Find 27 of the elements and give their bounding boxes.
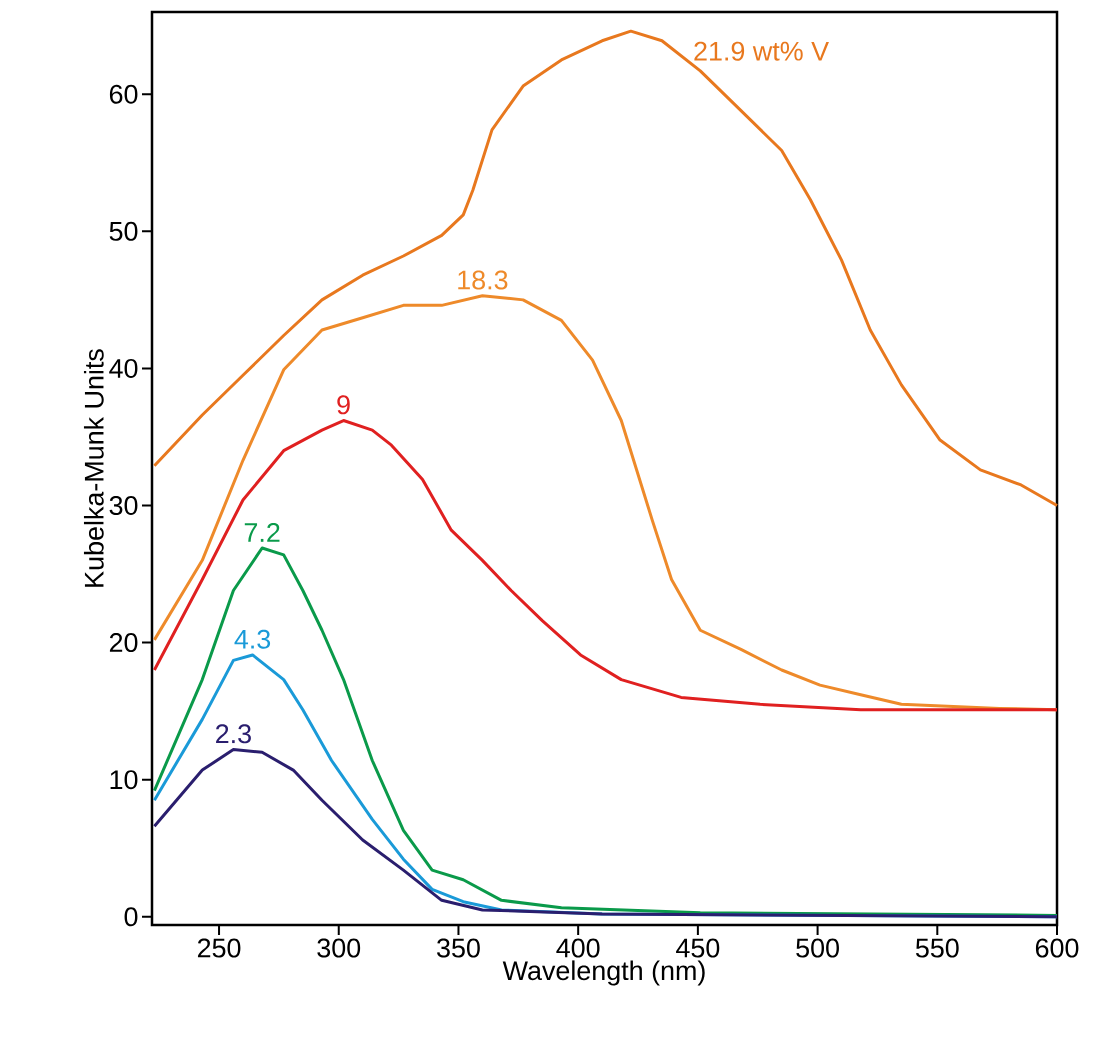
y-axis-title: Kubelka-Munk Units <box>83 349 104 587</box>
x-tick-label: 350 <box>437 938 480 958</box>
line-series <box>152 748 1059 919</box>
series-label: 9 <box>337 395 350 415</box>
line-series <box>152 29 1059 508</box>
line-series <box>152 546 1059 917</box>
y-tick-label: 20 <box>109 633 138 653</box>
y-tick-label: 30 <box>109 495 138 516</box>
x-axis-title: Wavelength (nm) <box>502 960 705 986</box>
series-label: 7.2 <box>244 523 280 542</box>
series-label: 2.3 <box>216 724 251 744</box>
series-label: 21.9 wt% V <box>694 41 829 61</box>
y-tick-label: 0 <box>124 907 138 927</box>
series-label: 18.3 <box>458 270 508 290</box>
line-series <box>152 419 1059 712</box>
x-tick-label: 600 <box>1035 938 1079 958</box>
x-tick-label: 250 <box>197 938 241 958</box>
y-tick-label: 60 <box>109 84 138 104</box>
x-tick-label: 400 <box>556 938 600 958</box>
y-tick-label: 10 <box>110 770 138 790</box>
y-tick-label: 40 <box>109 358 138 378</box>
x-tick-label: 300 <box>317 938 361 958</box>
series-label: 4.3 <box>234 629 271 649</box>
y-tick-label: 50 <box>109 221 138 241</box>
x-tick-label: 450 <box>676 938 720 958</box>
x-tick-label: 500 <box>796 938 839 958</box>
x-tick-label: 550 <box>915 938 959 958</box>
